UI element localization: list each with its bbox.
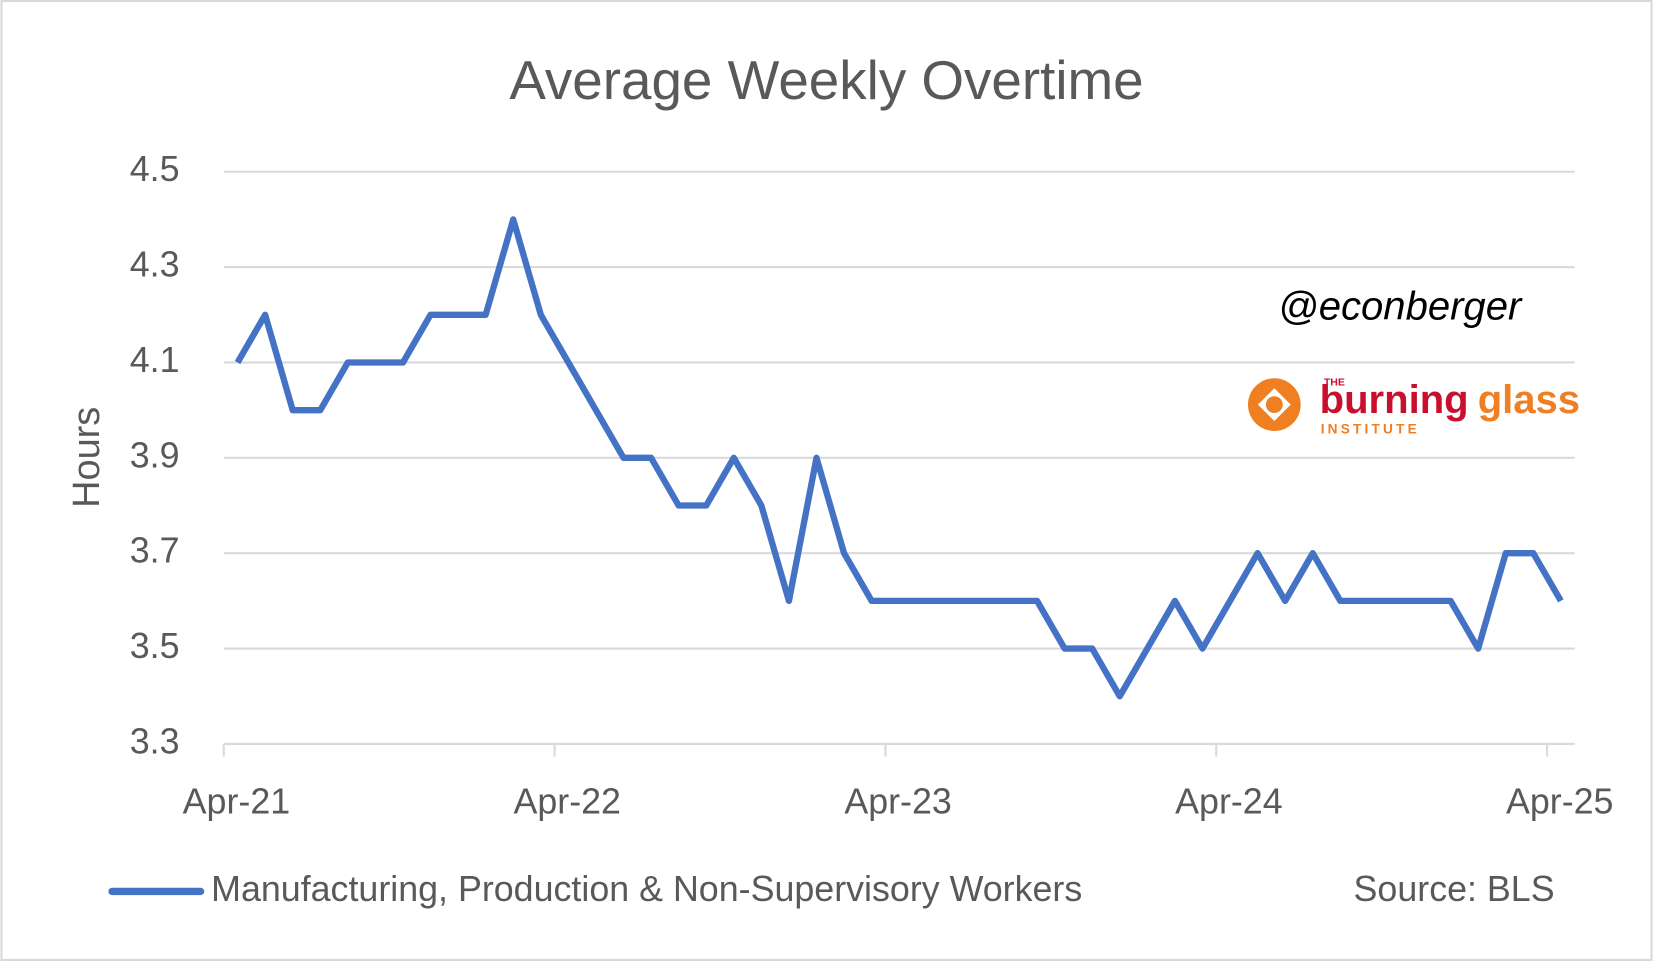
x-tick-label: Apr-23	[844, 781, 952, 821]
y-tick-label: 4.5	[130, 149, 180, 189]
y-tick-label: 3.3	[130, 721, 180, 761]
logo: THE burning glass INSTITUTE	[1247, 376, 1580, 437]
logo-text: burning	[1320, 378, 1469, 422]
logo-text: THE	[1324, 376, 1345, 388]
y-tick-label: 3.7	[130, 531, 180, 571]
watermark: @econberger	[1278, 284, 1523, 328]
y-axis-label: Hours	[66, 407, 108, 508]
logo-text: INSTITUTE	[1321, 422, 1420, 437]
x-tick-label: Apr-24	[1175, 781, 1283, 821]
legend-label: Manufacturing, Production & Non-Supervis…	[211, 869, 1082, 909]
line-series	[234, 216, 1564, 700]
chart-title: Average Weekly Overtime	[509, 49, 1143, 111]
logo-icon	[1265, 396, 1283, 414]
x-tick-label: Apr-25	[1506, 781, 1613, 821]
y-tick-label: 3.9	[130, 435, 180, 475]
y-tick-label: 4.3	[130, 245, 180, 285]
x-tick-label: Apr-21	[183, 781, 291, 821]
x-tick-label: Apr-22	[513, 781, 621, 821]
y-tick-label: 3.5	[130, 626, 180, 666]
y-tick-label: 4.1	[130, 340, 180, 380]
logo-text: glass	[1478, 378, 1580, 422]
source-note: Source: BLS	[1354, 869, 1555, 909]
